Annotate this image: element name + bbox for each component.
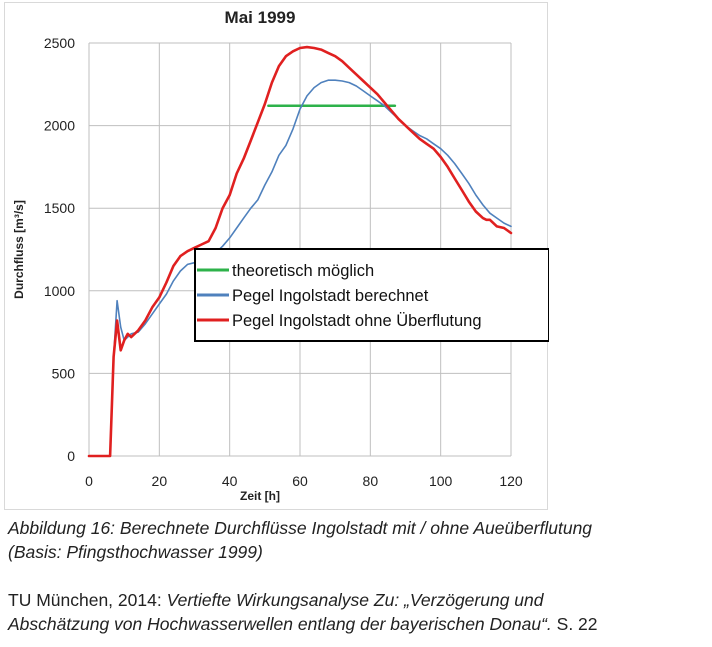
source-page: S. 22 bbox=[551, 614, 598, 634]
x-tick-label: 120 bbox=[499, 473, 523, 489]
legend-box bbox=[194, 248, 549, 342]
source-citation-line1: TU München, 2014: Vertiefte Wirkungsanal… bbox=[8, 588, 708, 612]
chart-title: Mai 1999 bbox=[225, 8, 296, 27]
y-tick-label: 2000 bbox=[44, 118, 75, 134]
x-tick-label: 60 bbox=[292, 473, 308, 489]
figure-caption-line1: Abbildung 16: Berechnete Durchflüsse Ing… bbox=[8, 518, 593, 538]
x-tick-label: 20 bbox=[152, 473, 168, 489]
figure-caption-line2: (Basis: Pfingsthochwasser 1999) bbox=[8, 542, 263, 562]
source-prefix: TU München, 2014: bbox=[8, 590, 167, 610]
legend-label: Pegel Ingolstadt berechnet bbox=[232, 287, 429, 305]
y-axis-label: Durchfluss [m³/s] bbox=[12, 200, 26, 299]
series-line-2 bbox=[88, 79, 512, 457]
line-chart: 0 20 40 60 80 100 120 0 500 1000 1500 2000 2500 Mai 1… bbox=[12, 8, 549, 503]
source-title-line1: Vertiefte Wirkungsanalyse Zu: „Verzögeru… bbox=[166, 590, 544, 610]
y-tick-label: 0 bbox=[67, 448, 75, 464]
y-tick-label: 1500 bbox=[44, 200, 75, 216]
legend-label: theoretisch möglich bbox=[232, 262, 374, 280]
x-tick-label: 100 bbox=[429, 473, 453, 489]
x-tick-label: 0 bbox=[85, 473, 93, 489]
x-tick-label: 80 bbox=[363, 473, 379, 489]
figure-caption: Abbildung 16: Berechnete Durchflüsse Ing… bbox=[8, 516, 708, 564]
source-citation: TU München, 2014: Vertiefte Wirkungsanal… bbox=[8, 588, 708, 636]
legend-label: Pegel Ingolstadt ohne Überflutung bbox=[232, 312, 482, 330]
source-citation-line2: Abschätzung von Hochwasserwellen entlang… bbox=[8, 612, 708, 636]
source-title-line2: Abschätzung von Hochwasserwellen entlang… bbox=[8, 614, 552, 634]
series-line-3 bbox=[87, 45, 513, 458]
y-tick-label: 500 bbox=[52, 365, 76, 381]
y-tick-label: 2500 bbox=[44, 35, 75, 51]
x-axis-label: Zeit [h] bbox=[240, 489, 280, 503]
y-tick-label: 1000 bbox=[44, 283, 75, 299]
chart-frame: 0 20 40 60 80 100 120 0 500 1000 1500 2000 2500 Mai 1… bbox=[4, 2, 549, 510]
x-tick-label: 40 bbox=[222, 473, 238, 489]
